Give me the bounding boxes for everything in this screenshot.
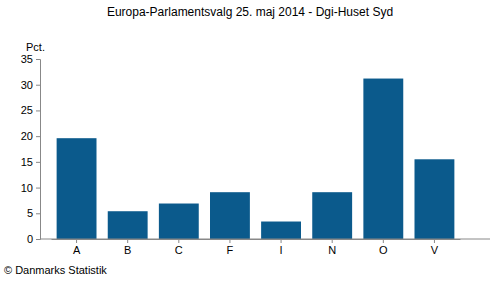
x-tick-mark	[229, 239, 230, 243]
y-axis-title: Pct.	[26, 41, 45, 53]
y-tick: 35	[21, 53, 40, 65]
bar	[108, 211, 148, 239]
y-tick-label: 20	[21, 130, 33, 142]
y-tick-mark	[36, 213, 40, 214]
x-axis-line	[52, 239, 461, 240]
y-axis-line	[36, 60, 41, 240]
x-tick-mark	[127, 239, 128, 243]
background	[0, 0, 500, 282]
y-tick-mark	[36, 59, 40, 60]
x-tick-mark	[178, 239, 179, 243]
bar	[159, 204, 199, 239]
bar	[210, 192, 250, 239]
x-tick-mark	[76, 239, 77, 243]
x-tick-mark	[383, 239, 384, 243]
bar	[363, 79, 403, 239]
y-tick: 5	[27, 207, 40, 219]
x-axis-baseline	[40, 239, 490, 240]
y-tick-mark	[36, 85, 40, 86]
bar	[414, 159, 454, 239]
x-tick-label: O	[379, 244, 388, 256]
y-tick: 20	[21, 130, 40, 142]
y-tick: 15	[21, 156, 40, 168]
x-tick: F	[227, 239, 234, 256]
bar	[261, 222, 301, 239]
chart: Europa-Parlamentsvalg 25. maj 2014 - Dgi…	[0, 0, 500, 282]
x-tick: C	[175, 239, 183, 256]
x-tick-label: C	[175, 244, 183, 256]
y-tick: 0	[27, 233, 40, 245]
x-tick-label: A	[73, 244, 81, 256]
y-tick-mark	[36, 162, 40, 163]
y-tick-label: 30	[21, 79, 33, 91]
y-tick-label: 35	[21, 53, 33, 65]
y-tick: 30	[21, 79, 40, 91]
x-tick: B	[124, 239, 131, 256]
source-note: © Danmarks Statistik	[4, 264, 107, 276]
x-tick: I	[280, 239, 283, 256]
x-tick: A	[73, 239, 81, 256]
x-tick: N	[328, 239, 336, 256]
y-tick-label: 15	[21, 156, 33, 168]
y-tick: 10	[21, 182, 40, 194]
y-tick-label: 5	[27, 207, 33, 219]
bar	[57, 138, 97, 239]
x-tick-mark	[434, 239, 435, 243]
x-tick-label: N	[328, 244, 336, 256]
x-tick-mark	[281, 239, 282, 243]
bar	[312, 192, 352, 239]
y-tick-mark	[36, 110, 40, 111]
y-tick-label: 0	[27, 233, 33, 245]
y-tick-mark	[36, 188, 40, 189]
y-tick-mark	[36, 239, 40, 240]
x-tick: V	[431, 239, 439, 256]
bars	[57, 79, 455, 239]
x-tick-label: V	[431, 244, 439, 256]
x-tick-label: F	[227, 244, 234, 256]
y-axis: 0 5 10 15 20 25 30 35	[21, 53, 41, 245]
x-axis: ABCFINOV	[52, 239, 461, 256]
title: Europa-Parlamentsvalg 25. maj 2014 - Dgi…	[107, 5, 393, 19]
y-tick-label: 25	[21, 104, 33, 116]
x-tick-mark	[332, 239, 333, 243]
x-tick-label: B	[124, 244, 131, 256]
y-tick: 25	[21, 104, 40, 116]
y-tick-label: 10	[21, 182, 33, 194]
y-tick-mark	[36, 136, 40, 137]
x-tick-label: I	[280, 244, 283, 256]
x-tick: O	[379, 239, 388, 256]
